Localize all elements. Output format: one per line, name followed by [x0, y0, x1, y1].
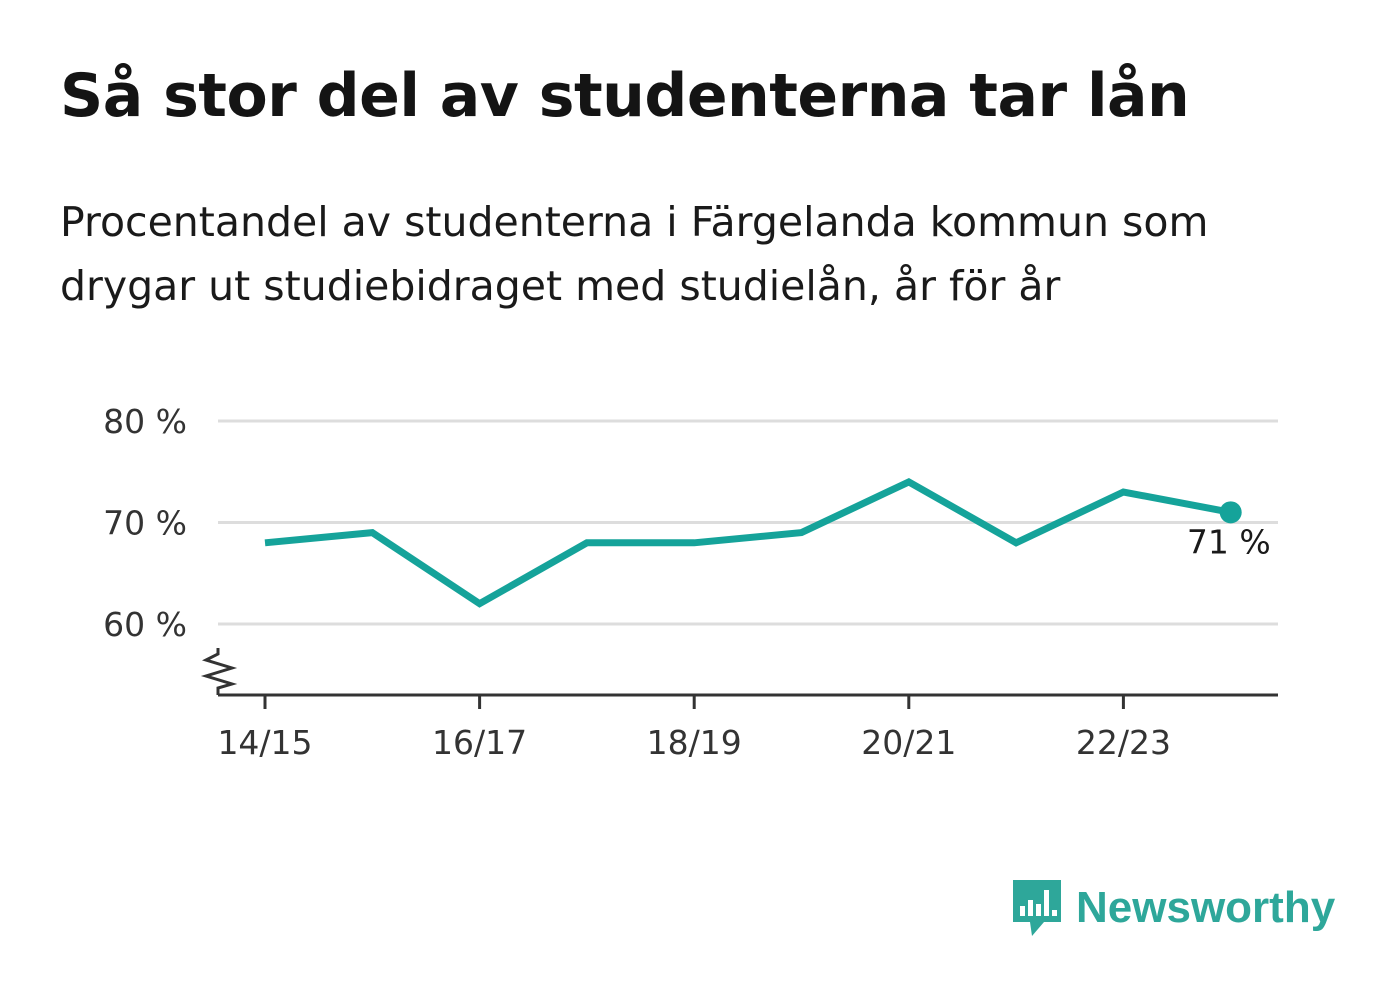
brand-logo: Newsworthy — [1010, 876, 1335, 940]
end-point-marker — [1219, 501, 1242, 524]
end-value-label: 71 % — [1187, 522, 1271, 561]
chart-subtitle: Procentandel av studenterna i Färgelanda… — [60, 198, 1209, 310]
brand-name: Newsworthy — [1076, 883, 1336, 932]
x-tick-label: 18/19 — [647, 723, 742, 762]
x-tick-label: 20/21 — [861, 723, 956, 762]
y-axis-break-icon — [200, 648, 238, 695]
x-tick-label: 14/15 — [217, 723, 312, 762]
newsworthy-logo-icon — [1013, 880, 1061, 936]
x-tick-label: 16/17 — [432, 723, 527, 762]
y-tick-label: 60 % — [103, 605, 187, 644]
y-tick-label: 70 % — [103, 503, 187, 542]
series-line — [264, 477, 1232, 608]
x-tick-label: 22/23 — [1076, 723, 1171, 762]
chart-title: Så stor del av studenterna tar lån — [60, 61, 1190, 131]
y-tick-label: 80 % — [103, 402, 187, 441]
